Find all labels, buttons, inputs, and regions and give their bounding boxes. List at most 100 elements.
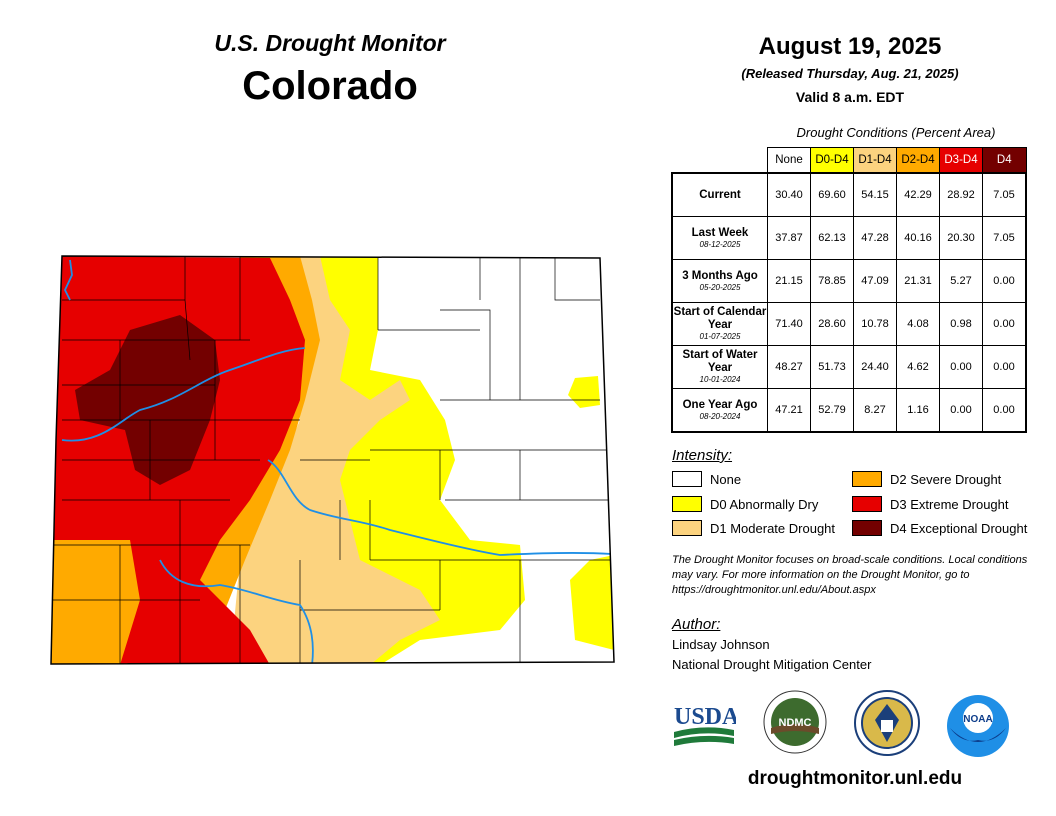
legend-swatch <box>672 471 702 487</box>
legend-label: D1 Moderate Drought <box>710 520 836 536</box>
disclaimer-note: The Drought Monitor focuses on broad-sca… <box>672 554 1028 596</box>
column-header-d4: D4 <box>982 147 1027 174</box>
table-cell: 47.21 <box>767 388 811 433</box>
row-label: Current <box>671 172 768 217</box>
table-cell: 5.27 <box>939 259 983 303</box>
table-row: Last Week 08-12-2025 37.87 62.13 47.28 40.16 2… <box>671 216 1027 260</box>
table-cell: 7.05 <box>982 216 1027 260</box>
table-cell: 52.79 <box>810 388 854 433</box>
table-cell: 0.98 <box>939 302 983 346</box>
table-cell: 1.16 <box>896 388 940 433</box>
legend-swatch <box>852 496 882 512</box>
row-date: 10-01-2024 <box>699 375 741 384</box>
author-org: National Drought Mitigation Center <box>672 657 872 672</box>
table-row: One Year Ago 08-20-2024 47.21 52.79 8.27 1.16… <box>671 388 1027 433</box>
d0-area-east <box>570 555 614 650</box>
row-date: 05-20-2025 <box>699 282 741 292</box>
author-heading: Author: <box>672 616 721 633</box>
row-label-text: One Year Ago <box>682 398 758 411</box>
legend-title: Intensity: <box>672 447 733 464</box>
svg-text:USDA: USDA <box>674 704 736 730</box>
table-cell: 10.78 <box>853 302 897 346</box>
table-cell: 7.05 <box>982 172 1027 217</box>
release-date: (Released Thursday, Aug. 21, 2025) <box>741 66 959 81</box>
d4-area <box>75 315 220 485</box>
state-boundary <box>50 255 615 665</box>
row-label: 3 Months Ago 05-20-2025 <box>671 259 768 303</box>
row-label: Start of Water Year 10-01-2024 <box>671 345 768 389</box>
legend-item: D1 Moderate Drought <box>672 519 835 537</box>
column-header-d1-d4: D1-D4 <box>853 147 897 174</box>
usda-logo: USDA <box>674 704 736 746</box>
table-cell: 30.40 <box>767 172 811 217</box>
table-cell: 69.60 <box>810 172 854 217</box>
table-cell: 0.00 <box>982 259 1027 303</box>
table-cell: 20.30 <box>939 216 983 260</box>
legend-swatch <box>852 520 882 536</box>
column-header-d0-d4: D0-D4 <box>810 147 854 174</box>
table-cell: 28.60 <box>810 302 854 346</box>
row-label-text: 3 Months Ago <box>682 269 758 282</box>
table-cell: 62.13 <box>810 216 854 260</box>
commerce-seal <box>854 690 920 756</box>
table-cell: 40.16 <box>896 216 940 260</box>
table-cell: 24.40 <box>853 345 897 389</box>
legend-item: None <box>672 470 741 488</box>
table-cell: 0.00 <box>982 388 1027 433</box>
table-cell: 4.08 <box>896 302 940 346</box>
row-label-text: Last Week <box>691 226 749 239</box>
table-cell: 42.29 <box>896 172 940 217</box>
legend-item: D0 Abnormally Dry <box>672 495 818 513</box>
legend-label: D2 Severe Drought <box>890 471 1002 487</box>
table-cell: 0.00 <box>939 388 983 433</box>
row-date: 01-07-2025 <box>699 332 741 341</box>
svg-text:NDMC: NDMC <box>779 717 812 729</box>
svg-text:NOAA: NOAA <box>963 714 992 725</box>
noaa-logo: NOAA <box>947 695 1009 757</box>
table-cell: 71.40 <box>767 302 811 346</box>
drought-conditions-table: None D0-D4 D1-D4 D2-D4 D3-D4 D4 Current 30.40 6… <box>671 147 1027 433</box>
column-header-d3-d4: D3-D4 <box>939 147 983 174</box>
table-cell: 47.28 <box>853 216 897 260</box>
table-cell: 4.62 <box>896 345 940 389</box>
table-cell: 21.31 <box>896 259 940 303</box>
legend-label: None <box>710 471 742 487</box>
row-date: 08-12-2025 <box>699 239 741 249</box>
table-cell: 0.00 <box>939 345 983 389</box>
legend-label: D3 Extreme Drought <box>890 496 1009 512</box>
table-row: 3 Months Ago 05-20-2025 21.15 78.85 47.09 21.… <box>671 259 1027 303</box>
legend-item: D2 Severe Drought <box>852 470 1001 488</box>
row-label-text: Start of Water Year <box>682 349 758 374</box>
table-cell: 0.00 <box>982 302 1027 346</box>
table-cell: 21.15 <box>767 259 811 303</box>
legend-swatch <box>672 520 702 536</box>
report-date: August 19, 2025 <box>758 33 942 60</box>
row-label-text: Current <box>699 188 741 201</box>
website-link[interactable]: droughtmonitor.unl.edu <box>747 768 963 789</box>
row-label: One Year Ago 08-20-2024 <box>671 388 768 433</box>
d1-area <box>230 256 440 664</box>
row-label: Last Week 08-12-2025 <box>671 216 768 260</box>
table-cell: 0.00 <box>982 345 1027 389</box>
table-cell: 8.27 <box>853 388 897 433</box>
table-cell: 78.85 <box>810 259 854 303</box>
colorado-drought-map <box>50 255 615 665</box>
table-row: Start of Calendar Year 01-07-2025 71.40 28.… <box>671 302 1027 346</box>
legend-label: D4 Exceptional Drought <box>890 520 1028 536</box>
valid-time: Valid 8 a.m. EDT <box>795 89 905 105</box>
author-name: Lindsay Johnson <box>672 637 770 652</box>
legend-swatch <box>672 496 702 512</box>
legend-item: D3 Extreme Drought <box>852 495 1009 513</box>
row-label: Start of Calendar Year 01-07-2025 <box>671 302 768 346</box>
legend-label: D0 Abnormally Dry <box>710 496 819 512</box>
table-cell: 54.15 <box>853 172 897 217</box>
table-cell: 51.73 <box>810 345 854 389</box>
legend-item: D4 Exceptional Drought <box>852 519 1027 537</box>
table-corner <box>672 148 768 174</box>
table-title: Drought Conditions (Percent Area) <box>796 125 996 140</box>
row-date: 08-20-2024 <box>699 411 741 421</box>
table-cell: 48.27 <box>767 345 811 389</box>
rivers <box>61 259 613 664</box>
ndmc-seal: NDMC <box>763 690 827 754</box>
column-header-d2-d4: D2-D4 <box>896 147 940 174</box>
